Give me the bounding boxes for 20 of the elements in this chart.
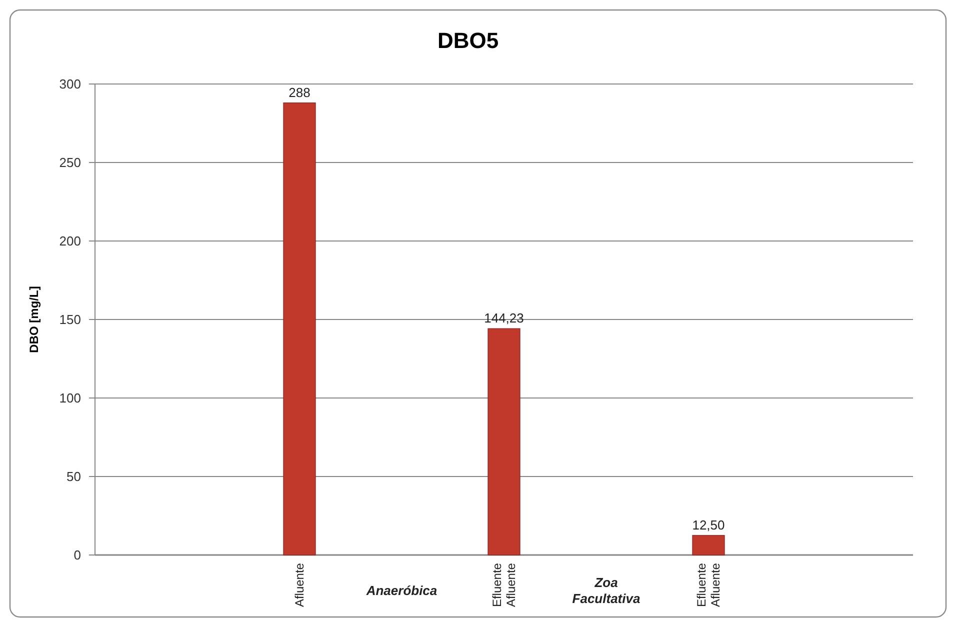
data-label: 288: [288, 84, 310, 100]
y-tick-label: 100: [59, 390, 81, 406]
y-tick-label: 250: [59, 155, 81, 170]
bar: [488, 328, 520, 556]
y-tick-label: 0: [74, 548, 81, 563]
x-tick-label: Efluente Afluente: [694, 562, 722, 608]
y-axis-title: DBO [mg/L]: [27, 286, 41, 353]
y-tick-label: 150: [59, 312, 81, 328]
x-tick-label: Efluente Afluente: [490, 562, 518, 608]
chart-title: DBO5: [437, 28, 499, 53]
data-label: 12,50: [692, 517, 725, 532]
y-tick-label: 50: [66, 469, 81, 484]
bar: [692, 535, 725, 556]
y-tick-label: 300: [59, 76, 81, 92]
data-label: 144,23: [484, 310, 524, 326]
x-tick-label: Afluente: [292, 562, 306, 608]
bar: [283, 102, 316, 556]
x-tick-label: Anaeróbica: [365, 583, 438, 598]
y-tick-label: 200: [59, 234, 81, 249]
x-tick-label: Zoa Facultativa: [572, 575, 640, 606]
